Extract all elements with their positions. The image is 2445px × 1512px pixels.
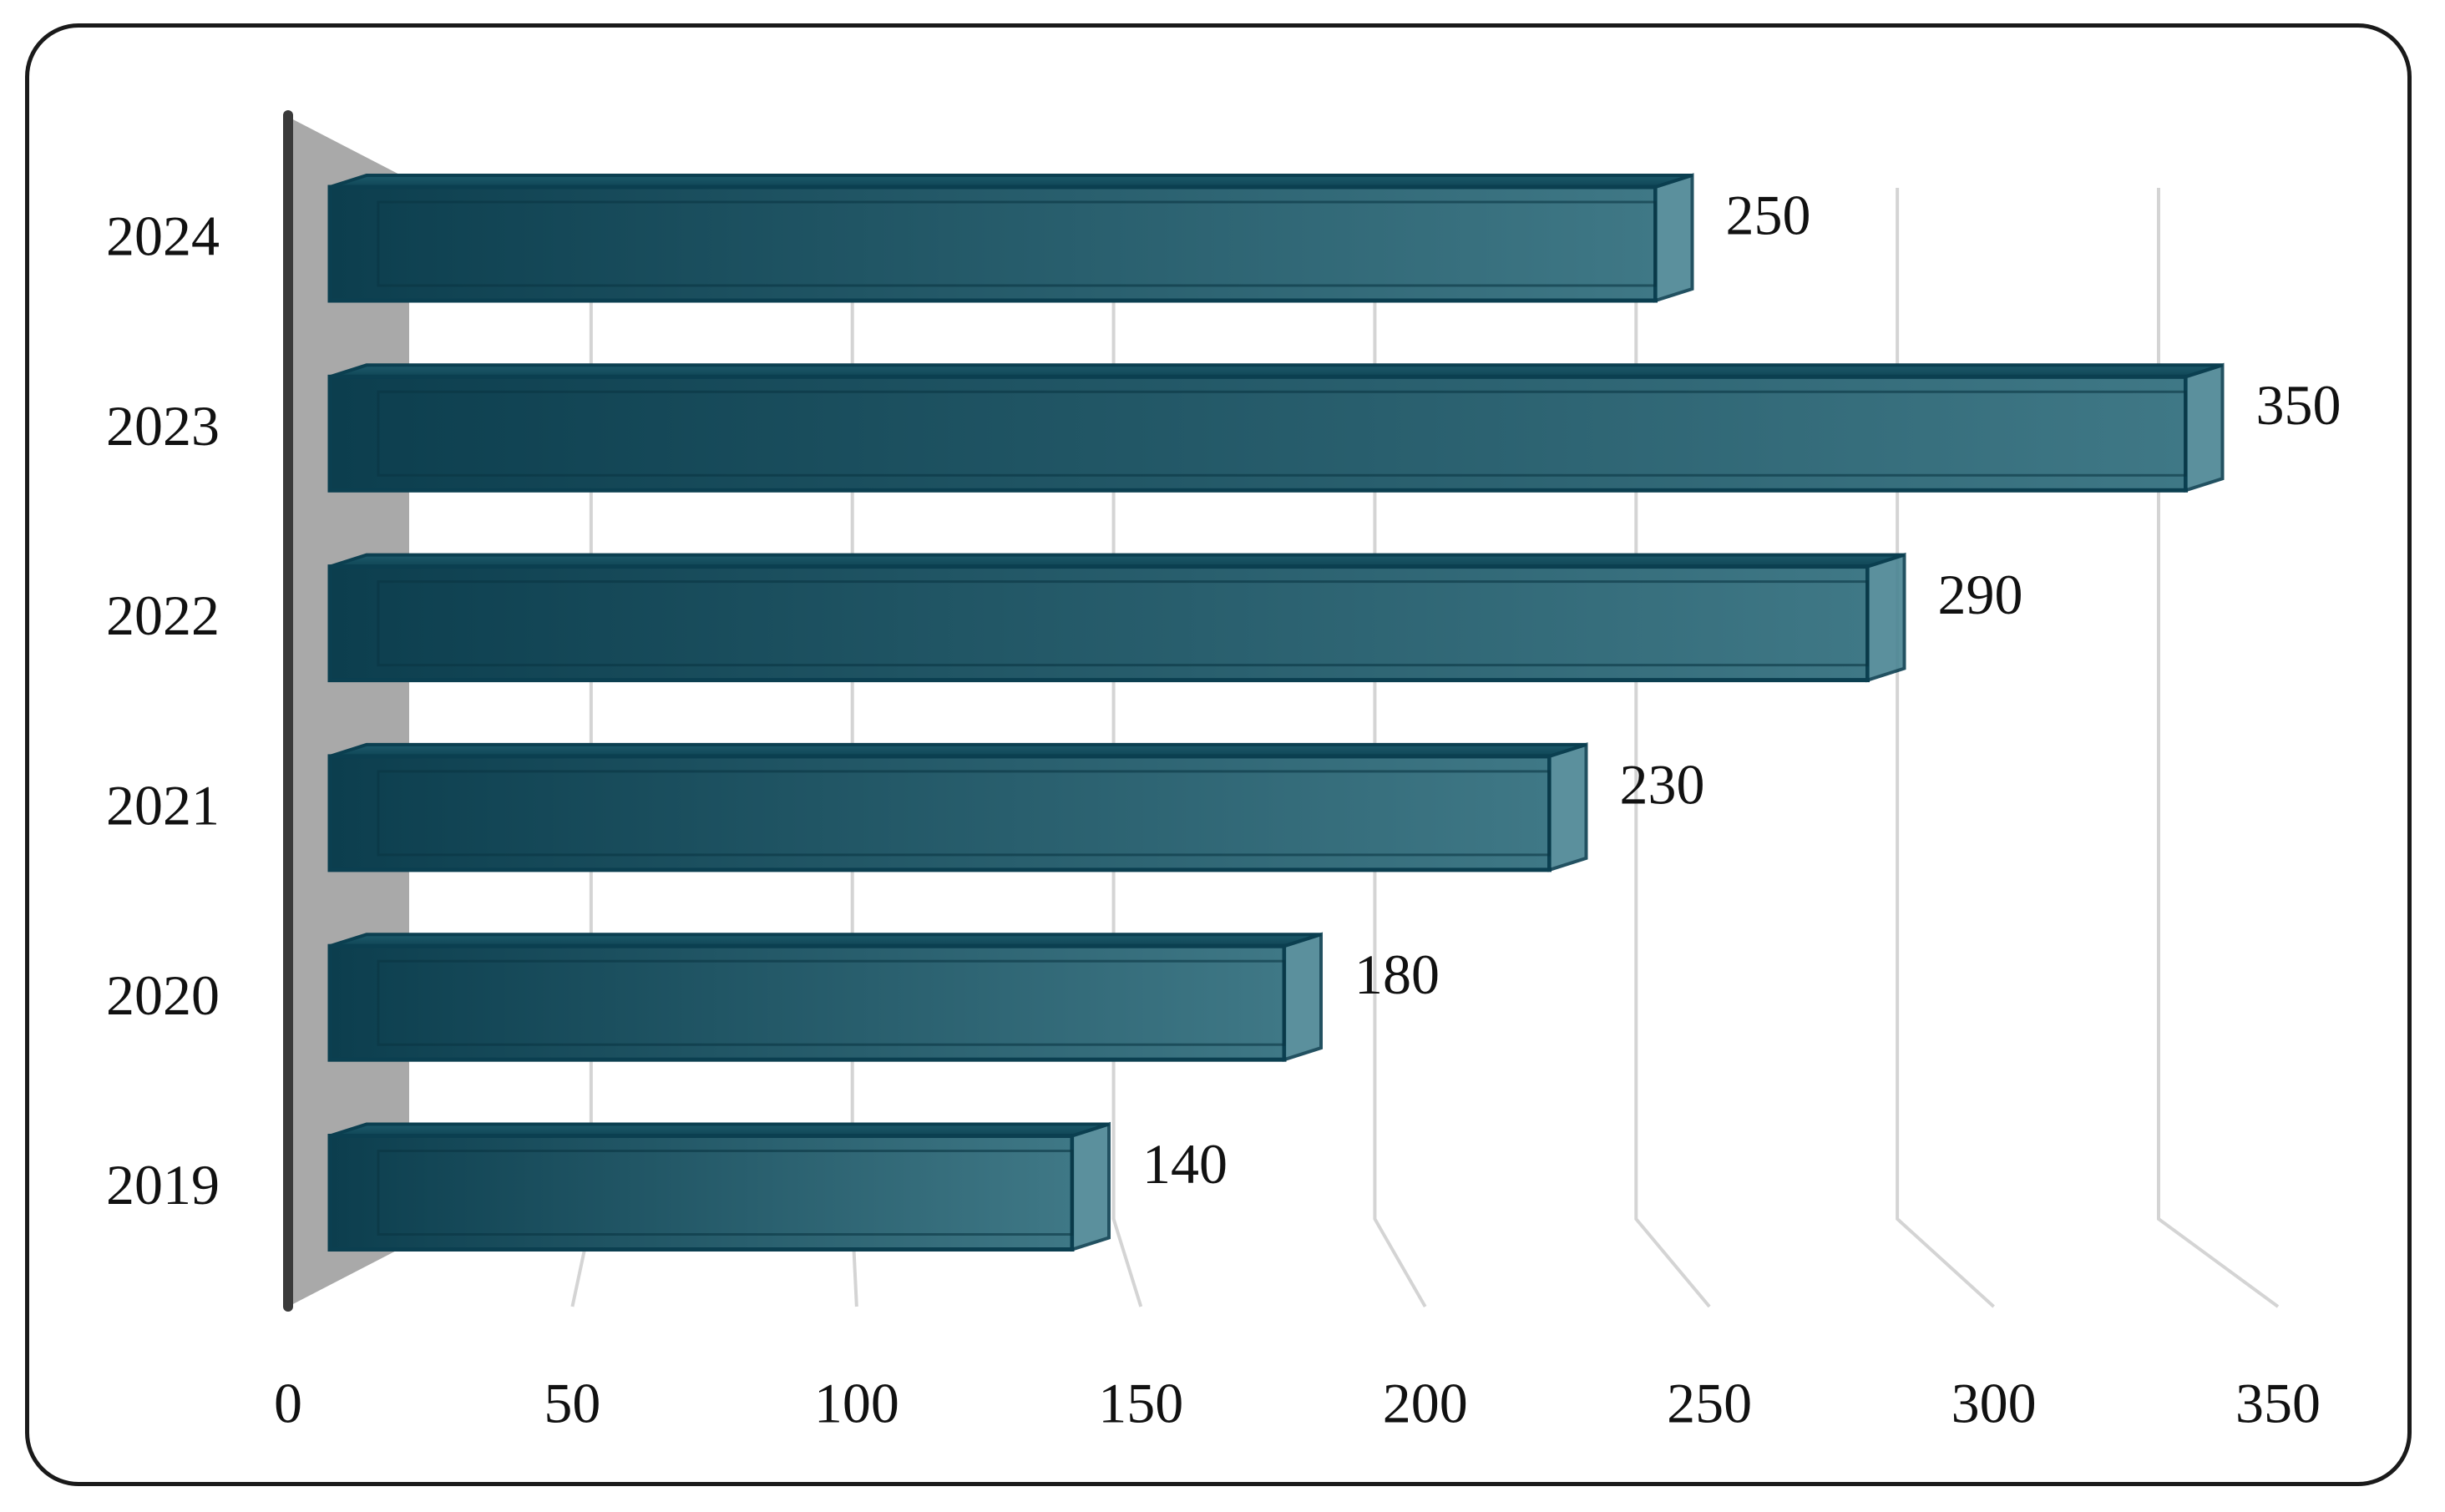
gridline <box>1896 188 1995 1308</box>
labels: 2019 140 2020 180 2021 230 2022 290 2023 350 2024 2… <box>106 184 2341 1435</box>
data-label: 350 <box>2256 373 2341 437</box>
bar-2019 <box>327 1121 1111 1252</box>
bar-bevel <box>377 770 1551 857</box>
x-tick-label: 300 <box>1951 1372 2037 1435</box>
gridline <box>1373 188 1427 1307</box>
category-label: 2023 <box>106 394 220 458</box>
bar-end-face <box>1865 552 1906 683</box>
data-label: 180 <box>1354 943 1440 1006</box>
data-label: 140 <box>1142 1132 1228 1196</box>
bars <box>327 173 2225 1252</box>
bar-front-face <box>327 754 1552 872</box>
bar-front-face <box>327 185 1658 303</box>
gridline <box>1634 188 1711 1308</box>
category-label: 2020 <box>106 963 220 1027</box>
gridline <box>1111 188 1143 1307</box>
bar-2020 <box>327 932 1323 1062</box>
x-tick-label: 150 <box>1098 1372 1183 1435</box>
bar-end-face <box>1547 742 1588 872</box>
bar-end-face <box>1653 173 1694 303</box>
bar-end-face <box>1283 932 1323 1062</box>
x-tick-label: 200 <box>1383 1372 1468 1435</box>
x-tick-label: 350 <box>2235 1372 2321 1435</box>
bar-2024 <box>327 173 1694 303</box>
bar-bevel <box>377 959 1286 1046</box>
bar-2021 <box>327 742 1588 872</box>
bar-bevel <box>377 200 1657 287</box>
bar-front-face <box>327 374 2188 493</box>
x-tick-label: 100 <box>814 1372 899 1435</box>
data-label: 290 <box>1938 563 2023 626</box>
bar-2022 <box>327 552 1906 683</box>
bar-2023 <box>327 362 2225 493</box>
bar-end-face <box>1071 1121 1111 1252</box>
bar-bevel <box>377 580 1869 667</box>
x-tick-label: 0 <box>274 1372 302 1435</box>
x-tick-label: 250 <box>1667 1372 1752 1435</box>
category-label: 2019 <box>106 1153 220 1216</box>
bar-front-face <box>327 943 1287 1062</box>
category-label: 2021 <box>106 774 220 837</box>
x-tick-label: 50 <box>544 1372 600 1435</box>
bar-bevel <box>377 390 2187 477</box>
bar-bevel <box>377 1150 1074 1236</box>
gridlines <box>570 188 2280 1308</box>
category-label: 2022 <box>106 584 220 647</box>
bar-end-face <box>2184 362 2225 493</box>
data-label: 250 <box>1726 184 1811 247</box>
bar-front-face <box>327 1134 1075 1252</box>
category-label: 2024 <box>106 205 220 268</box>
data-label: 230 <box>1620 753 1705 817</box>
gridline <box>2157 188 2280 1308</box>
bar-front-face <box>327 564 1870 683</box>
